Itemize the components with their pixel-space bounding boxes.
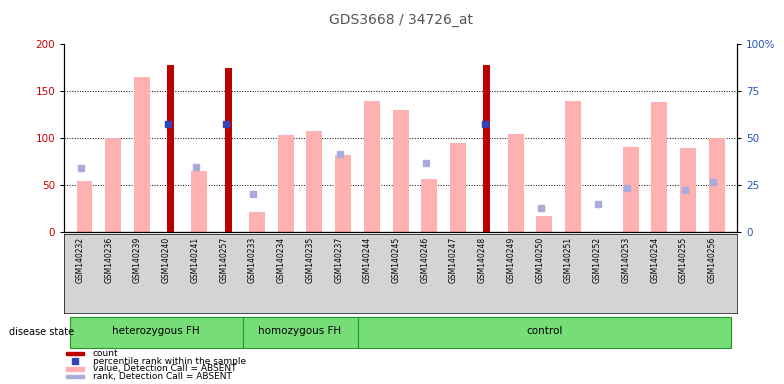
Text: GSM140248: GSM140248 bbox=[478, 237, 487, 283]
Text: GSM140256: GSM140256 bbox=[708, 237, 717, 283]
Text: GSM140244: GSM140244 bbox=[363, 237, 372, 283]
Text: GSM140257: GSM140257 bbox=[220, 237, 228, 283]
Bar bbox=[358, 317, 731, 348]
Bar bbox=[278, 136, 293, 232]
Bar bbox=[70, 317, 242, 348]
Bar bbox=[709, 138, 724, 232]
Text: GSM140235: GSM140235 bbox=[306, 237, 314, 283]
Text: GSM140233: GSM140233 bbox=[248, 237, 257, 283]
Text: GSM140252: GSM140252 bbox=[593, 237, 602, 283]
Bar bbox=[67, 367, 84, 371]
Text: value, Detection Call = ABSENT: value, Detection Call = ABSENT bbox=[93, 364, 236, 373]
Bar bbox=[364, 101, 379, 232]
Text: GSM140237: GSM140237 bbox=[334, 237, 343, 283]
Bar bbox=[191, 171, 207, 232]
Bar bbox=[450, 143, 466, 232]
Bar bbox=[336, 155, 351, 232]
Bar bbox=[622, 147, 638, 232]
Bar bbox=[422, 179, 437, 232]
Bar bbox=[483, 65, 491, 232]
Bar bbox=[167, 65, 174, 232]
Bar bbox=[508, 134, 524, 232]
Text: GSM140236: GSM140236 bbox=[104, 237, 113, 283]
Text: control: control bbox=[526, 326, 563, 336]
Bar bbox=[77, 180, 93, 232]
Bar bbox=[224, 68, 232, 232]
Text: GSM140247: GSM140247 bbox=[449, 237, 458, 283]
Bar bbox=[105, 138, 121, 232]
Text: percentile rank within the sample: percentile rank within the sample bbox=[93, 357, 246, 366]
Text: GSM140255: GSM140255 bbox=[679, 237, 688, 283]
Bar bbox=[242, 317, 358, 348]
Bar bbox=[67, 374, 84, 378]
Text: GSM140253: GSM140253 bbox=[622, 237, 630, 283]
Text: GSM140246: GSM140246 bbox=[420, 237, 430, 283]
Bar bbox=[67, 352, 84, 356]
Text: rank, Detection Call = ABSENT: rank, Detection Call = ABSENT bbox=[93, 372, 231, 381]
Bar bbox=[536, 216, 552, 232]
Text: GSM140239: GSM140239 bbox=[133, 237, 142, 283]
Text: GSM140232: GSM140232 bbox=[75, 237, 85, 283]
Text: GSM140245: GSM140245 bbox=[392, 237, 401, 283]
Text: GSM140240: GSM140240 bbox=[162, 237, 171, 283]
Bar bbox=[307, 131, 322, 232]
Text: GSM140234: GSM140234 bbox=[277, 237, 285, 283]
Text: GSM140251: GSM140251 bbox=[564, 237, 573, 283]
Bar bbox=[652, 103, 667, 232]
Text: homozygous FH: homozygous FH bbox=[259, 326, 342, 336]
Text: GSM140249: GSM140249 bbox=[506, 237, 516, 283]
Bar bbox=[565, 101, 581, 232]
Text: disease state: disease state bbox=[9, 327, 74, 337]
Bar bbox=[249, 212, 265, 232]
Text: GDS3668 / 34726_at: GDS3668 / 34726_at bbox=[328, 13, 473, 27]
Bar bbox=[134, 77, 150, 232]
Text: GSM140250: GSM140250 bbox=[535, 237, 544, 283]
Bar bbox=[393, 110, 408, 232]
Text: heterozygous FH: heterozygous FH bbox=[112, 326, 200, 336]
Text: GSM140241: GSM140241 bbox=[191, 237, 199, 283]
Text: GSM140254: GSM140254 bbox=[651, 237, 659, 283]
Bar bbox=[681, 147, 696, 232]
Text: count: count bbox=[93, 349, 118, 358]
